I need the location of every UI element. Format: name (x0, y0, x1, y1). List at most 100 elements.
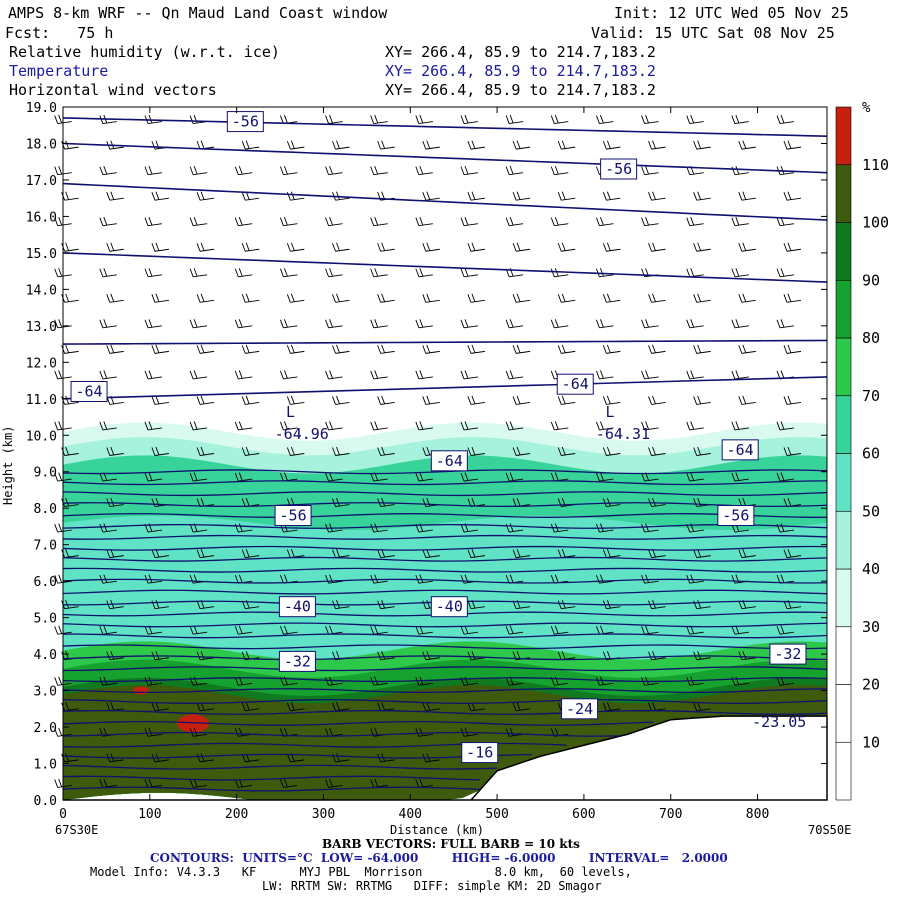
wind-barb (370, 370, 388, 380)
wind-barb (99, 217, 117, 227)
contour-label-box (278, 596, 316, 618)
colorbar-segment (835, 626, 852, 685)
wind-barb (783, 293, 802, 303)
wind-barb (693, 242, 711, 252)
wind-barb (602, 702, 621, 712)
y-tick-label: 9.0 (34, 466, 57, 481)
temperature-contour (62, 720, 654, 726)
wind-barb (596, 114, 614, 125)
wind-barb (602, 293, 621, 303)
wind-barb (332, 242, 350, 252)
colorbar-segment (835, 279, 852, 339)
wind-barb (196, 753, 215, 763)
temperature-contour (62, 117, 828, 137)
y-tick-label: 7.0 (34, 539, 57, 554)
wind-barb (686, 217, 704, 227)
wind-barb (512, 293, 531, 303)
wind-barb (738, 140, 756, 150)
wind-barb (596, 268, 614, 278)
wind-barb (54, 523, 72, 533)
wind-barb (106, 344, 124, 354)
wind-barb (776, 472, 795, 482)
wind-barb (106, 446, 124, 456)
wind-barb (596, 370, 614, 380)
wind-barb (602, 395, 621, 405)
wind-barb (738, 548, 756, 559)
temperature-contour (62, 502, 828, 508)
wind-barb (731, 268, 749, 278)
wind-barb (99, 268, 117, 278)
wind-barb (332, 497, 350, 508)
contour-label-box (556, 373, 594, 395)
wind-barb (144, 472, 163, 482)
wind-barb (783, 395, 802, 405)
wind-barb (370, 523, 388, 533)
wind-barb (602, 344, 621, 354)
contour-label: -32 (774, 645, 801, 663)
wind-barb (325, 421, 343, 431)
wind-barb (648, 344, 666, 354)
wind-barb (234, 319, 253, 329)
wind-barb (467, 242, 485, 252)
colorbar-label: 90 (862, 271, 880, 289)
y-tick-label: 17.0 (26, 174, 57, 189)
wind-barb (776, 114, 795, 125)
forecast-hour: Fcst: 75 h (5, 24, 114, 42)
wind-barb (241, 702, 260, 712)
wind-barb (61, 191, 79, 201)
wind-barb (557, 344, 576, 354)
wind-barb (370, 165, 388, 176)
contour-label: -56 (232, 113, 259, 131)
wind-barb (196, 242, 215, 252)
wind-barb (54, 625, 72, 635)
wind-barb (686, 268, 704, 278)
wind-barb (144, 268, 163, 278)
x-tick-label: 0 (59, 807, 67, 822)
wind-barb (241, 293, 260, 303)
init-time: Init: 12 UTC Wed 05 Nov 25 (614, 4, 849, 22)
wind-barb (332, 140, 350, 150)
temperature-contour (62, 513, 828, 518)
extremum-annotation: -64.31 (596, 425, 650, 443)
wind-barb (460, 217, 479, 227)
wind-barb (467, 344, 485, 354)
wind-barb (196, 293, 215, 303)
colorbar-segment (835, 510, 852, 570)
temperature-contour (62, 534, 828, 540)
wind-barb (641, 217, 659, 227)
wind-barb (241, 395, 260, 405)
wind-barb (776, 625, 795, 635)
wind-barb (106, 242, 124, 252)
wind-barb (99, 523, 117, 533)
wind-barb (377, 293, 395, 303)
wind-barb (467, 548, 485, 559)
wind-barb (505, 319, 524, 329)
wind-barb (99, 625, 117, 635)
wind-barb (325, 778, 343, 788)
xy-range-wind: XY= 266.4, 85.9 to 214.7,183.2 (385, 81, 656, 99)
wind-barb (641, 625, 659, 635)
wind-barb (550, 165, 569, 176)
temperature-contour (62, 589, 828, 595)
wind-barb (596, 421, 614, 431)
temperature-contour (62, 688, 828, 694)
field-temp-label: Temperature (9, 62, 109, 80)
y-tick-label: 6.0 (34, 575, 57, 590)
wind-barb (505, 370, 524, 380)
wind-barb (505, 472, 524, 482)
y-tick-label: 19.0 (26, 101, 57, 116)
wind-barb (286, 293, 305, 303)
wind-barb (641, 421, 659, 431)
wind-barb (54, 574, 72, 584)
contour-label: -24 (566, 700, 593, 718)
temperature-contour (62, 252, 828, 283)
wind-barb (286, 702, 305, 712)
wind-barb (557, 293, 576, 303)
wind-barb (196, 191, 215, 201)
wind-barb (332, 753, 350, 763)
contour-label: -56 (280, 507, 307, 525)
wind-barb (144, 165, 163, 176)
colorbar-label: 70 (862, 387, 880, 405)
wind-barb (738, 242, 756, 252)
wind-barb (377, 344, 395, 354)
